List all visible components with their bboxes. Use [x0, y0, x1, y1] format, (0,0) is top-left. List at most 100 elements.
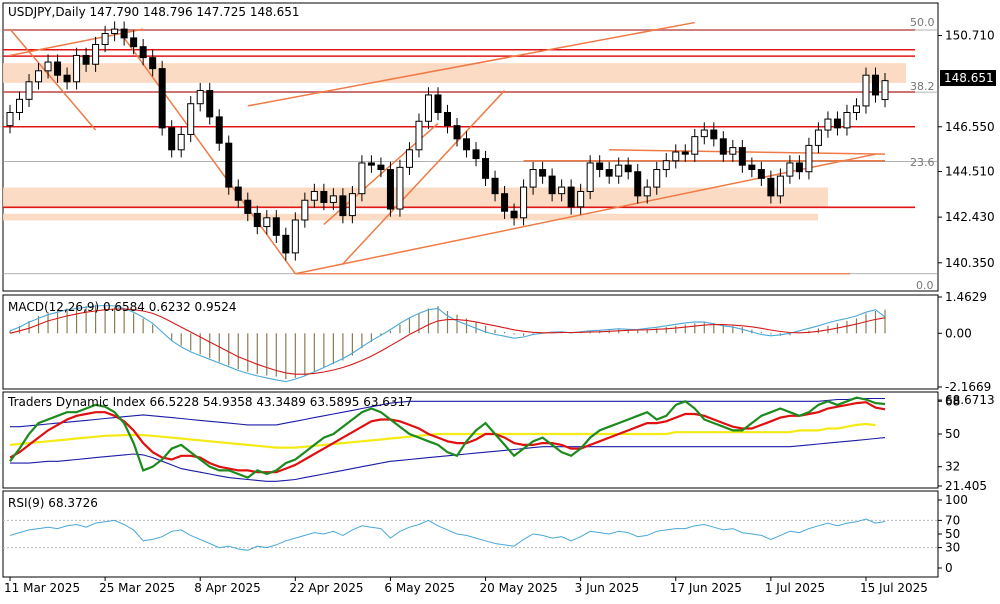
tdi-panel	[2, 391, 939, 489]
candle-body	[434, 94, 442, 113]
candle-body	[520, 186, 528, 219]
time-tick-label: 3 Jun 2025	[575, 581, 640, 595]
tdi-series	[9, 396, 886, 482]
supply-demand-zones	[3, 63, 906, 221]
tdi-lower-band	[10, 437, 886, 482]
tdi-title: Traders Dynamic Index 66.5228 54.9358 43…	[7, 395, 413, 409]
tdi-tick-label: 68	[945, 394, 960, 408]
candle-body	[272, 217, 280, 236]
main-panel	[2, 2, 939, 292]
tdi-market-baseline	[9, 422, 876, 449]
rsi-series	[3, 518, 938, 551]
candle-body	[348, 193, 356, 217]
candle-body	[158, 68, 166, 129]
time-tick-label: 8 Apr 2025	[194, 581, 261, 595]
macd-tick-label: 1.4629	[945, 290, 987, 304]
candle-body	[805, 144, 813, 173]
candle-body	[358, 162, 366, 195]
last-price-label: 148.651	[944, 71, 994, 85]
candle-body	[320, 190, 328, 203]
trend-line-2	[123, 37, 296, 275]
candle-body	[624, 164, 632, 173]
price-axis: 150.710 146.550 144.510 142.430 140.350 1.462…	[938, 28, 995, 575]
candle-body	[215, 116, 223, 144]
tdi-rsi-price-line	[9, 396, 886, 479]
candle-body	[329, 195, 337, 203]
zone-2	[3, 213, 818, 221]
candle-body	[25, 81, 33, 100]
time-tick-label: 1 Jul 2025	[765, 581, 825, 595]
candle-body	[282, 234, 290, 254]
candle-body	[748, 164, 756, 171]
candle-body	[339, 195, 347, 217]
candle-body	[577, 190, 585, 208]
time-tick-label: 6 May 2025	[384, 581, 455, 595]
candle-body	[44, 61, 52, 72]
trend-line-3	[295, 153, 876, 275]
trend-line-6	[247, 21, 695, 107]
candle-body	[82, 54, 90, 65]
candle-body	[149, 57, 157, 70]
fib-label-0: 0.0	[916, 279, 934, 292]
macd-tick-label: 0.00	[945, 326, 972, 340]
tdi-signal-line	[9, 401, 886, 474]
trend-line-4	[342, 90, 506, 265]
candle-body	[862, 74, 870, 107]
candle-body	[729, 147, 737, 155]
candle-body	[386, 169, 394, 210]
candle-body	[73, 54, 81, 83]
candle-body	[691, 136, 699, 155]
fib-label-38: 38.2	[910, 80, 935, 93]
candle-body	[444, 111, 451, 127]
zone-0	[3, 63, 906, 83]
candle-body	[491, 177, 499, 195]
candle-body	[453, 125, 461, 140]
candle-body	[852, 105, 860, 113]
candle-body	[881, 80, 889, 101]
candle-body	[405, 149, 413, 168]
candle-body	[700, 129, 708, 138]
candle-body	[482, 158, 490, 179]
macd-signal-line	[9, 308, 886, 375]
candle-body	[54, 61, 62, 76]
price-tick-label: 142.430	[945, 210, 995, 224]
tdi-tick-label: 21.405	[945, 479, 987, 493]
candle-body	[833, 118, 841, 129]
time-tick-label: 15 Jul 2025	[860, 581, 928, 595]
rsi-tick-label: 100	[945, 493, 968, 507]
time-tick-label: 20 May 2025	[480, 581, 558, 595]
candle-body	[168, 127, 176, 151]
rsi-tick-label: 70	[945, 513, 960, 527]
candle-body	[662, 160, 670, 171]
candle-body	[120, 28, 128, 39]
candle-body	[16, 98, 24, 113]
candle-body	[795, 162, 803, 173]
candle-body	[377, 164, 385, 171]
fib-label-23: 23.6	[910, 156, 935, 169]
candle-body	[310, 190, 318, 201]
macd-title: MACD(12,26,9) 0.6584 0.6232 0.9524	[8, 300, 237, 314]
candle-body	[139, 46, 147, 59]
candle-body	[586, 162, 594, 192]
candle-body	[415, 120, 423, 151]
candle-body	[92, 43, 100, 65]
candle-body	[776, 175, 784, 197]
candle-body	[510, 210, 518, 219]
candle-body	[291, 219, 299, 254]
candle-body	[567, 186, 575, 208]
candles	[6, 21, 889, 261]
candle-body	[501, 193, 509, 212]
zone-1	[3, 187, 828, 208]
candle-body	[177, 133, 185, 151]
time-tick-label: 22 Apr 2025	[289, 581, 363, 595]
chart-header-symbol: USDJPY,Daily 147.790 148.796 147.725 148…	[8, 5, 300, 19]
candle-body	[472, 149, 480, 160]
candle-body	[814, 129, 822, 146]
candle-body	[786, 162, 794, 177]
candle-body	[605, 169, 613, 177]
tdi-tick-label: 32	[945, 460, 960, 474]
candle-body	[843, 111, 851, 129]
candle-body	[35, 70, 43, 83]
candle-body	[871, 74, 879, 96]
